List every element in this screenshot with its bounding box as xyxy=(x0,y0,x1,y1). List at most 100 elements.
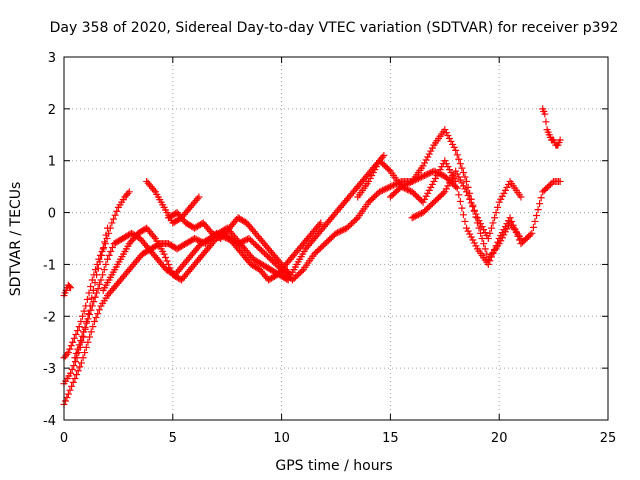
data-point xyxy=(410,213,418,221)
data-point xyxy=(63,394,71,402)
series-arc-6 xyxy=(143,177,203,227)
data-point xyxy=(525,232,533,240)
data-point xyxy=(419,172,427,180)
data-point xyxy=(405,186,413,194)
data-point xyxy=(71,375,79,383)
series-arc-7 xyxy=(164,209,294,279)
data-point xyxy=(491,214,499,222)
data-point xyxy=(428,200,436,208)
data-point xyxy=(368,172,376,180)
data-point xyxy=(73,371,81,379)
data-point xyxy=(261,249,269,257)
data-point xyxy=(425,203,433,211)
data-point xyxy=(541,110,549,118)
data-point xyxy=(545,182,553,190)
data-point xyxy=(248,237,256,245)
data-point xyxy=(512,229,520,237)
y-tick-label: -1 xyxy=(43,258,56,273)
axis-ticks xyxy=(63,56,609,421)
data-point xyxy=(316,244,324,252)
data-point xyxy=(411,212,419,220)
data-point xyxy=(264,252,272,260)
grid xyxy=(64,57,608,420)
data-point xyxy=(296,269,304,277)
data-point xyxy=(478,235,486,242)
data-point xyxy=(320,241,328,249)
data-point xyxy=(315,246,323,254)
data-point xyxy=(256,245,264,253)
data-point xyxy=(522,235,530,243)
data-point xyxy=(542,118,550,126)
data-point xyxy=(452,177,460,185)
data-point xyxy=(385,183,393,191)
data-point xyxy=(192,235,200,243)
data-point xyxy=(75,323,83,331)
data-point xyxy=(94,310,102,318)
data-point xyxy=(523,234,531,242)
data-point xyxy=(489,219,497,227)
data-point xyxy=(441,126,449,134)
data-point xyxy=(466,195,474,203)
data-point xyxy=(463,224,471,232)
y-tick-label: 2 xyxy=(48,103,56,118)
data-point xyxy=(461,173,469,181)
data-point xyxy=(463,177,471,185)
data-point xyxy=(556,177,564,185)
data-point xyxy=(422,156,430,164)
data-point xyxy=(425,169,433,177)
data-point xyxy=(453,184,461,192)
data-point xyxy=(456,176,464,184)
data-point xyxy=(435,169,443,177)
data-point xyxy=(464,183,472,191)
data-point xyxy=(371,166,379,174)
data-point xyxy=(442,160,450,168)
data-point xyxy=(556,136,564,144)
data-point xyxy=(77,336,85,344)
data-point xyxy=(64,390,72,398)
data-point xyxy=(458,204,466,212)
data-point xyxy=(66,345,74,353)
data-point xyxy=(93,289,101,297)
data-point xyxy=(67,369,75,377)
data-point xyxy=(486,257,494,265)
data-point xyxy=(455,173,463,181)
data-point xyxy=(517,240,525,248)
data-point xyxy=(388,192,396,200)
data-point xyxy=(442,129,450,137)
data-point xyxy=(76,363,84,371)
data-point xyxy=(290,275,298,283)
data-point xyxy=(431,168,439,176)
data-point xyxy=(99,271,107,279)
data-point xyxy=(444,132,452,140)
data-point xyxy=(455,155,463,163)
data-point xyxy=(546,180,554,188)
data-point xyxy=(94,264,102,272)
data-point xyxy=(529,223,537,231)
data-point xyxy=(298,267,306,275)
data-point xyxy=(413,212,421,220)
data-point xyxy=(80,328,88,336)
data-point xyxy=(467,199,475,207)
data-point xyxy=(315,221,323,229)
x-tick-label: 15 xyxy=(382,431,399,446)
data-point xyxy=(492,242,500,250)
data-point xyxy=(403,186,411,194)
data-point xyxy=(548,179,556,187)
data-point xyxy=(326,235,334,243)
data-point xyxy=(477,220,485,228)
data-point xyxy=(323,238,331,246)
series-arc-late xyxy=(539,105,564,149)
data-point xyxy=(254,243,262,251)
data-point xyxy=(421,172,429,180)
data-point xyxy=(414,194,422,202)
data-point xyxy=(344,223,352,231)
data-point xyxy=(430,177,438,185)
data-point xyxy=(431,197,439,205)
series-arc-early xyxy=(60,281,75,300)
data-point xyxy=(91,279,99,287)
data-point xyxy=(456,160,464,168)
data-point xyxy=(87,282,95,290)
data-point xyxy=(377,158,385,166)
data-point xyxy=(449,173,457,181)
